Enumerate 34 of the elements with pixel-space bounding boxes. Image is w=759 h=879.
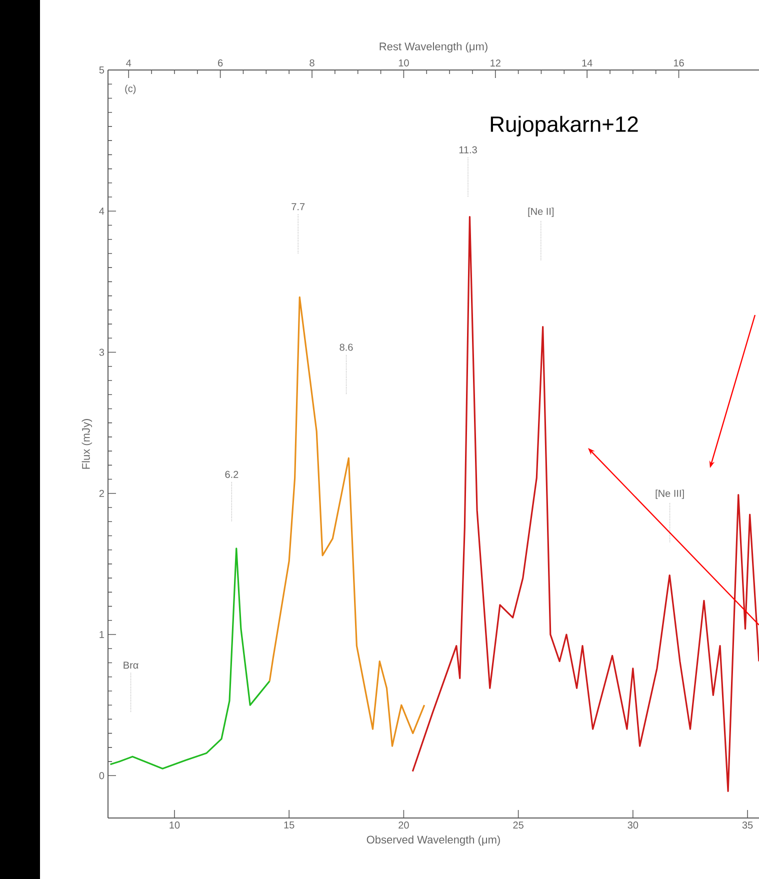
annotation: [Ne III] [656, 490, 684, 499]
x2-tick-label: 4 [126, 60, 132, 66]
x-tick-label: 30 [628, 822, 638, 829]
y-tick-label: 0 [99, 772, 104, 780]
line-series [109, 548, 270, 770]
x2-tick-label: 6 [218, 59, 223, 66]
x2-tick-label: 12 [490, 59, 500, 66]
line-series [268, 296, 426, 747]
annotation: 7.7 [292, 203, 305, 210]
annotation: 11.3 [459, 146, 477, 154]
y-tick-label: 3 [99, 348, 104, 356]
annotation: [Ne II] [528, 208, 554, 217]
x-tick-label: 35 [742, 822, 753, 829]
annotation: 6.2 [225, 470, 238, 478]
x-tick-label: 15 [284, 822, 294, 829]
x-tick-label: 25 [513, 822, 524, 829]
annotation: 8.6 [340, 344, 353, 351]
x-tick-label: 20 [398, 822, 409, 829]
y-tick-label: 4 [99, 208, 104, 215]
annotation: (c) [125, 84, 136, 94]
y-axis-title: Flux (mJy) [82, 419, 92, 469]
x2-axis-title: Rest Wavelength (μm) [380, 42, 488, 52]
y-tick-label: 1 [100, 631, 104, 638]
annotation: Brα [124, 662, 138, 669]
x2-tick-label: 10 [398, 59, 409, 66]
x2-tick-label: 16 [674, 59, 684, 66]
x2-tick-label: 8 [310, 59, 314, 66]
y-tick-label: 5 [99, 66, 104, 74]
x-tick-label: 10 [170, 822, 180, 829]
line-series [412, 216, 759, 792]
x2-tick-label: 14 [582, 60, 592, 66]
annotation: Rujopakarn+12 [490, 116, 638, 136]
y-tick-label: 2 [99, 490, 104, 497]
x-axis-title: Observed Wavelength (μm) [366, 835, 500, 846]
